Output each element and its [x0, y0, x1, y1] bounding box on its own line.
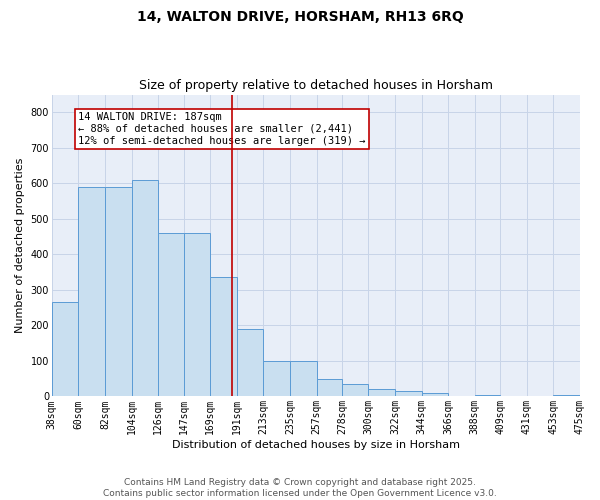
Bar — [105, 187, 131, 396]
Bar — [184, 233, 210, 396]
Bar — [395, 391, 422, 396]
Text: 14, WALTON DRIVE, HORSHAM, RH13 6RQ: 14, WALTON DRIVE, HORSHAM, RH13 6RQ — [137, 10, 463, 24]
Bar — [422, 393, 448, 396]
Bar — [79, 187, 105, 396]
Bar — [317, 378, 342, 396]
Bar — [263, 361, 290, 396]
Bar — [52, 302, 79, 396]
Bar — [210, 278, 237, 396]
Bar — [131, 180, 158, 396]
Bar — [553, 394, 580, 396]
X-axis label: Distribution of detached houses by size in Horsham: Distribution of detached houses by size … — [172, 440, 460, 450]
Bar — [475, 394, 500, 396]
Bar — [237, 329, 263, 396]
Text: 14 WALTON DRIVE: 187sqm
← 88% of detached houses are smaller (2,441)
12% of semi: 14 WALTON DRIVE: 187sqm ← 88% of detache… — [79, 112, 366, 146]
Bar — [342, 384, 368, 396]
Title: Size of property relative to detached houses in Horsham: Size of property relative to detached ho… — [139, 79, 493, 92]
Bar — [368, 390, 395, 396]
Bar — [158, 233, 184, 396]
Text: Contains HM Land Registry data © Crown copyright and database right 2025.
Contai: Contains HM Land Registry data © Crown c… — [103, 478, 497, 498]
Y-axis label: Number of detached properties: Number of detached properties — [15, 158, 25, 333]
Bar — [290, 361, 317, 396]
